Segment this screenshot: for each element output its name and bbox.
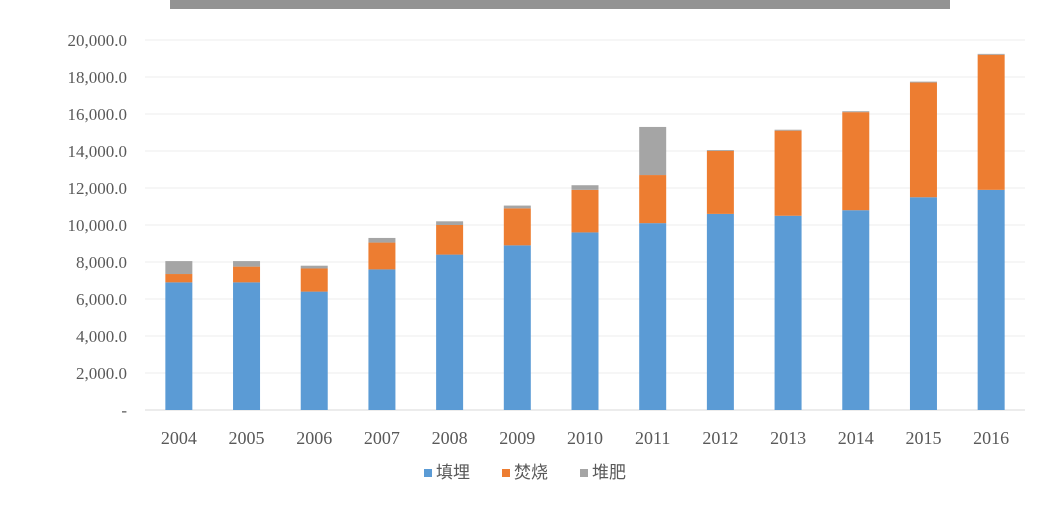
y-tick-label: 14,000.0 bbox=[68, 142, 128, 161]
x-tick-label: 2015 bbox=[905, 428, 941, 448]
x-tick-label: 2013 bbox=[770, 428, 806, 448]
bar-segment-incineration bbox=[639, 175, 667, 224]
bar-segment-compost bbox=[706, 150, 734, 151]
x-tick-label: 2014 bbox=[838, 428, 874, 448]
bar-segment-compost bbox=[909, 81, 937, 83]
bar-segment-incineration bbox=[909, 82, 937, 198]
cropped-title-strip bbox=[170, 0, 950, 9]
x-axis-ticks: 2004 2005 2006 2007 2008 2009 2010 2011 2012 2013… bbox=[161, 428, 1009, 448]
x-tick-label: 2012 bbox=[702, 428, 738, 448]
bar-segment-landfill bbox=[909, 197, 937, 410]
bar-segment-landfill bbox=[842, 210, 870, 410]
bar-segment-compost bbox=[639, 126, 667, 176]
x-tick-label: 2011 bbox=[635, 428, 670, 448]
x-tick-label: 2016 bbox=[973, 428, 1009, 448]
bar-segment-incineration bbox=[842, 112, 870, 211]
bar-segment-landfill bbox=[706, 213, 734, 410]
bar-segment-landfill bbox=[165, 282, 193, 410]
x-tick-label: 2009 bbox=[499, 428, 535, 448]
bar-segment-compost bbox=[165, 261, 193, 275]
bar-segment-landfill bbox=[503, 245, 531, 410]
bar-segment-compost bbox=[503, 205, 531, 209]
bar-segment-landfill bbox=[300, 291, 328, 410]
y-tick-label: 8,000.0 bbox=[76, 253, 127, 272]
gridlines bbox=[145, 39, 1025, 411]
y-tick-label: 16,000.0 bbox=[68, 105, 128, 124]
bar-segment-incineration bbox=[706, 151, 734, 214]
bar-segment-landfill bbox=[436, 254, 464, 410]
y-tick-label: 18,000.0 bbox=[68, 68, 128, 87]
bar-segment-landfill bbox=[977, 189, 1005, 410]
bar-segment-landfill bbox=[368, 269, 396, 410]
bar-segment-compost bbox=[436, 221, 464, 225]
legend-swatch bbox=[502, 469, 510, 477]
bar-segment-incineration bbox=[977, 54, 1005, 190]
bar-segment-compost bbox=[842, 111, 870, 113]
legend-swatch bbox=[424, 469, 432, 477]
legend-label: 堆肥 bbox=[592, 463, 626, 483]
bar-segment-landfill bbox=[639, 223, 667, 410]
bar-segment-landfill bbox=[233, 282, 261, 410]
bar-segment-landfill bbox=[774, 215, 802, 410]
legend: 填埋 焚烧 堆肥 bbox=[424, 463, 626, 483]
bar-segment-landfill bbox=[571, 232, 599, 410]
x-tick-label: 2008 bbox=[432, 428, 468, 448]
y-tick-label: 6,000.0 bbox=[76, 290, 127, 309]
y-tick-label: 2,000.0 bbox=[76, 364, 127, 383]
bar-segment-compost bbox=[233, 261, 261, 267]
bar-segment-compost bbox=[774, 129, 802, 131]
bar-segment-incineration bbox=[165, 274, 193, 283]
x-tick-label: 2004 bbox=[161, 428, 197, 448]
x-tick-label: 2006 bbox=[296, 428, 332, 448]
bar-segment-incineration bbox=[571, 189, 599, 233]
bar-segment-incineration bbox=[233, 266, 261, 283]
y-tick-label: 10,000.0 bbox=[68, 216, 128, 235]
bar-segment-incineration bbox=[300, 268, 328, 292]
x-tick-label: 2007 bbox=[364, 428, 400, 448]
bar-segment-incineration bbox=[503, 208, 531, 246]
x-tick-label: 2005 bbox=[229, 428, 265, 448]
legend-label: 填埋 bbox=[436, 463, 470, 483]
bar-segment-compost bbox=[368, 237, 396, 243]
y-tick-label: - bbox=[121, 401, 127, 420]
x-tick-label: 2010 bbox=[567, 428, 603, 448]
bar-segment-incineration bbox=[436, 225, 464, 255]
bar-segment-compost bbox=[300, 265, 328, 269]
bar-segment-compost bbox=[977, 53, 1005, 55]
bar-segment-incineration bbox=[368, 242, 396, 270]
y-tick-label: 4,000.0 bbox=[76, 327, 127, 346]
bar-segment-compost bbox=[571, 185, 599, 190]
legend-label: 焚烧 bbox=[514, 463, 548, 483]
bar-segment-incineration bbox=[774, 130, 802, 216]
y-axis-ticks: - 2,000.0 4,000.0 6,000.0 8,000.0 10,000.0 12,… bbox=[68, 31, 128, 420]
y-tick-label: 12,000.0 bbox=[68, 179, 128, 198]
y-tick-label: 20,000.0 bbox=[68, 31, 128, 50]
legend-swatch bbox=[580, 469, 588, 477]
bars bbox=[165, 53, 1005, 410]
